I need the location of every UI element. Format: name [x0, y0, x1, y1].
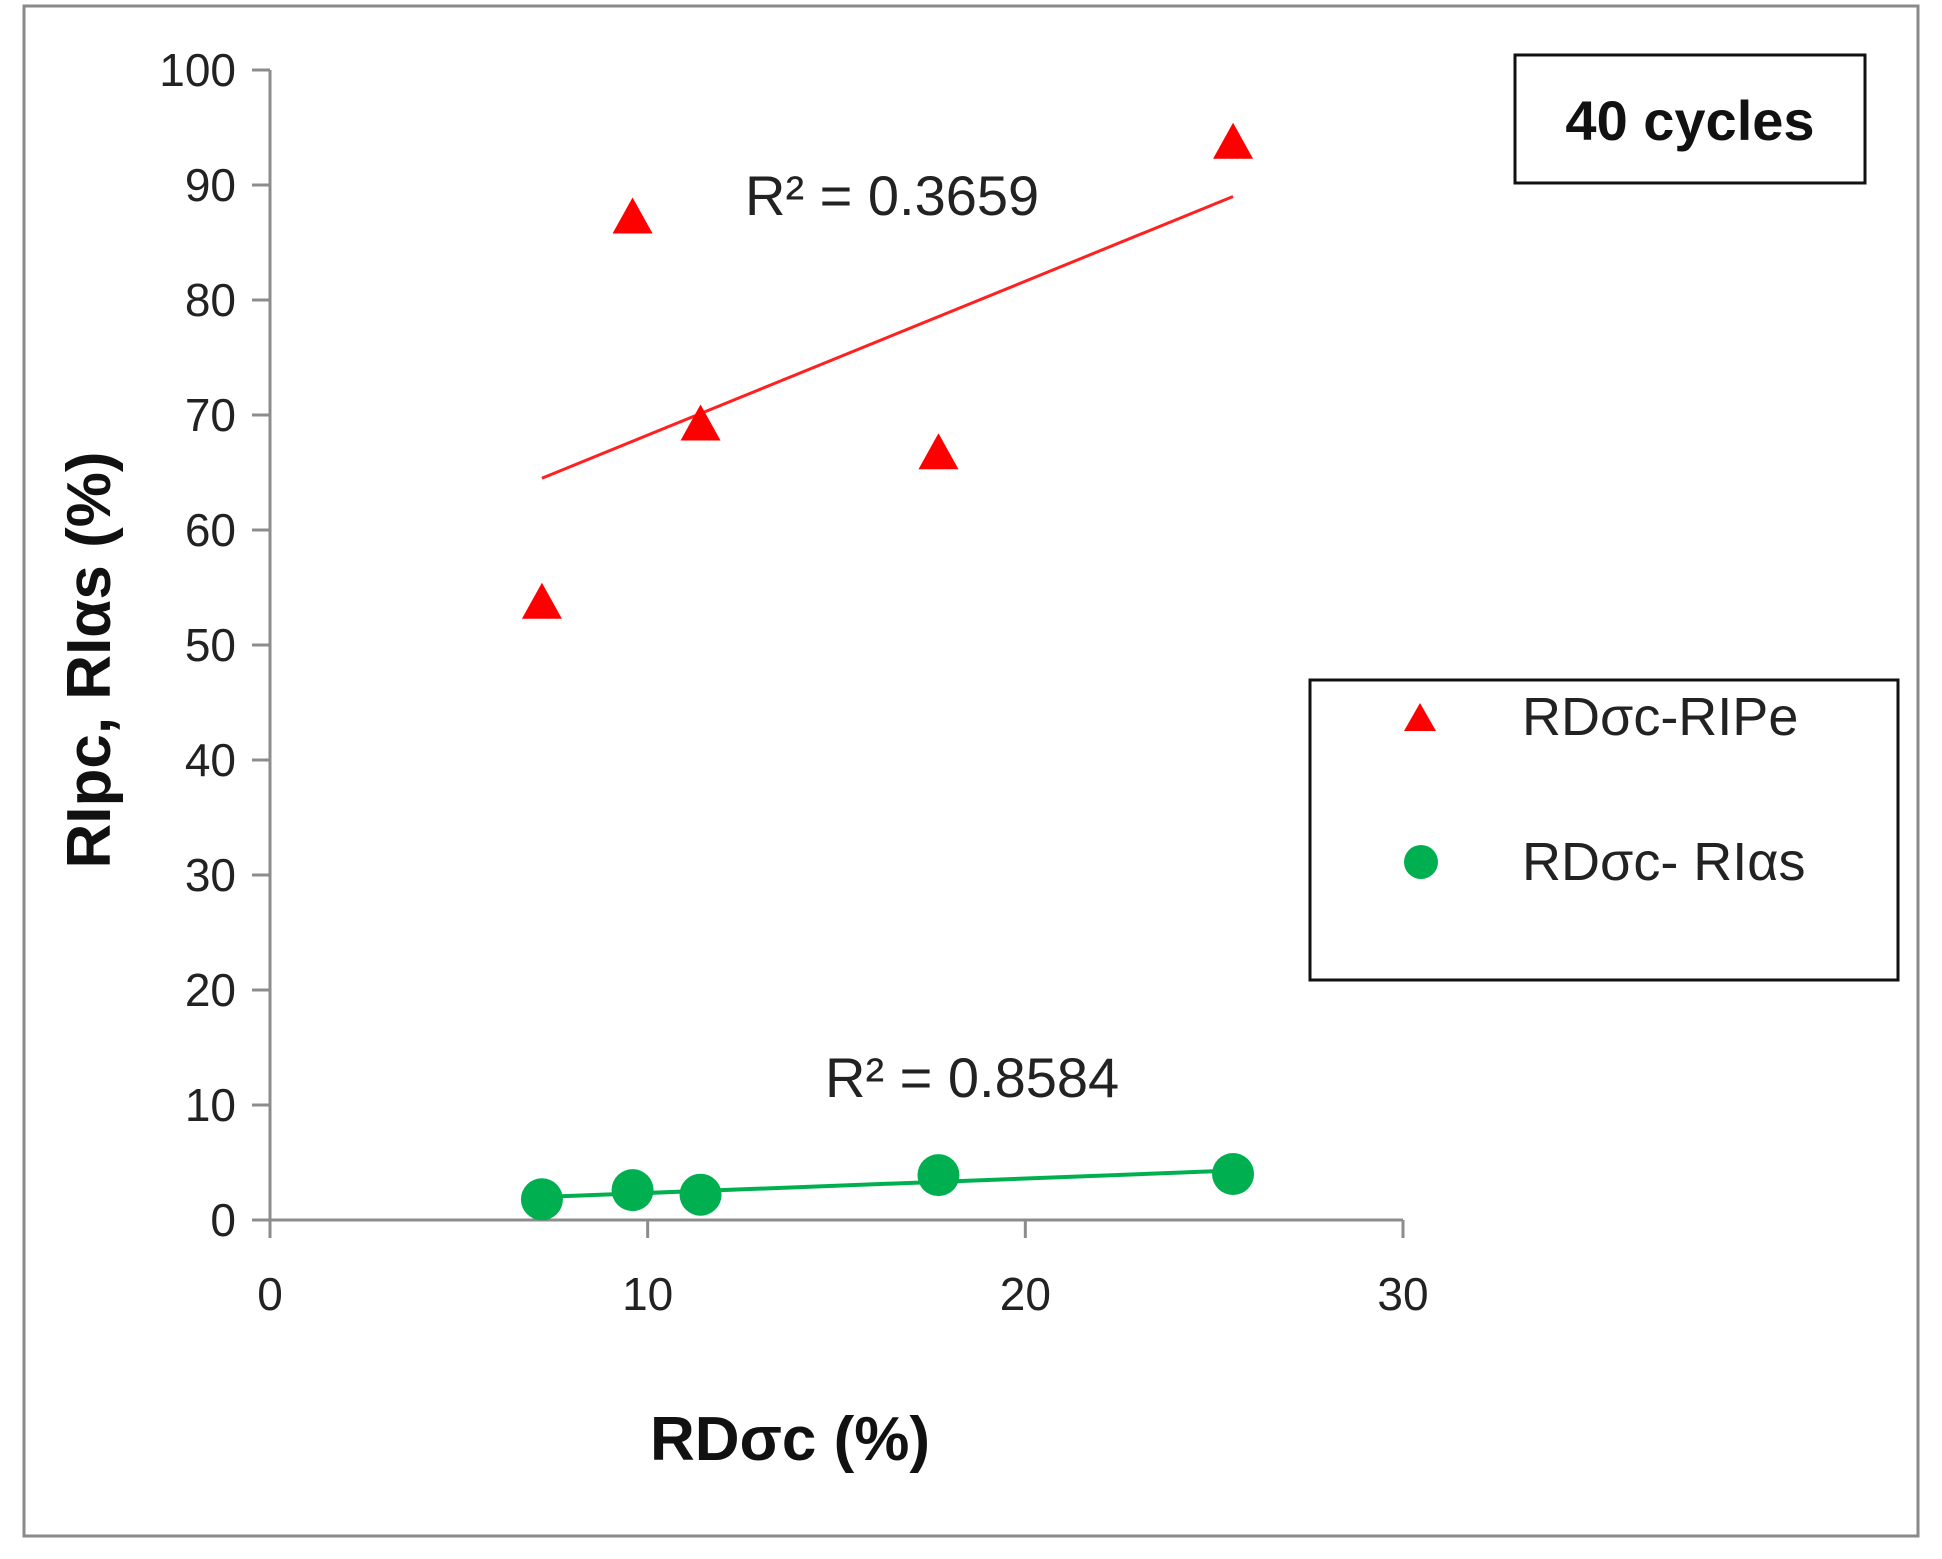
point-rias	[917, 1154, 960, 1197]
point-ripe	[521, 582, 562, 619]
cycles-badge: 40 cycles	[1565, 89, 1814, 152]
x-tick-label: 30	[1377, 1268, 1428, 1320]
y-axis-title: RIpc, RIαs (%)	[55, 451, 124, 868]
point-rias	[611, 1169, 654, 1212]
y-tick-label: 50	[185, 619, 236, 671]
x-tick-label: 10	[622, 1268, 673, 1320]
y-tick-label: 70	[185, 389, 236, 441]
point-rias	[520, 1178, 563, 1221]
trendline-ripe	[541, 195, 1234, 480]
r2-label-ripe: R² = 0.3659	[745, 164, 1039, 227]
x-tick-label: 20	[1000, 1268, 1051, 1320]
y-tick-label: 10	[185, 1079, 236, 1131]
y-tick-label: 100	[159, 44, 236, 96]
point-ripe	[1213, 122, 1254, 159]
cycles-badge-box	[1513, 53, 1867, 185]
r2-label-rias: R² = 0.8584	[825, 1046, 1119, 1109]
y-tick-label: 20	[185, 964, 236, 1016]
point-rias	[1212, 1153, 1255, 1195]
point-rias	[679, 1173, 722, 1216]
y-tick-label: 90	[185, 159, 236, 211]
y-tick-label: 30	[185, 849, 236, 901]
x-axis-title: RDσc (%)	[650, 1405, 930, 1474]
legend-label-rias: RDσc- RIαs	[1522, 832, 1806, 892]
y-tick-label: 40	[185, 734, 236, 786]
legend: RDσc-RIPe RDσc- RIαs	[1308, 678, 1900, 982]
y-tick-label: 60	[185, 504, 236, 556]
x-tick-label: 0	[257, 1268, 283, 1320]
y-tick-label: 80	[185, 274, 236, 326]
point-ripe	[680, 404, 721, 441]
point-ripe	[612, 197, 653, 234]
trendline-rias	[541, 1168, 1234, 1199]
legend-triangle-icon	[1404, 703, 1436, 731]
point-ripe	[918, 433, 959, 470]
legend-circle-icon	[1404, 845, 1438, 879]
legend-label-ripe: RDσc-RIPe	[1522, 687, 1798, 747]
y-tick-label: 0	[210, 1194, 236, 1246]
